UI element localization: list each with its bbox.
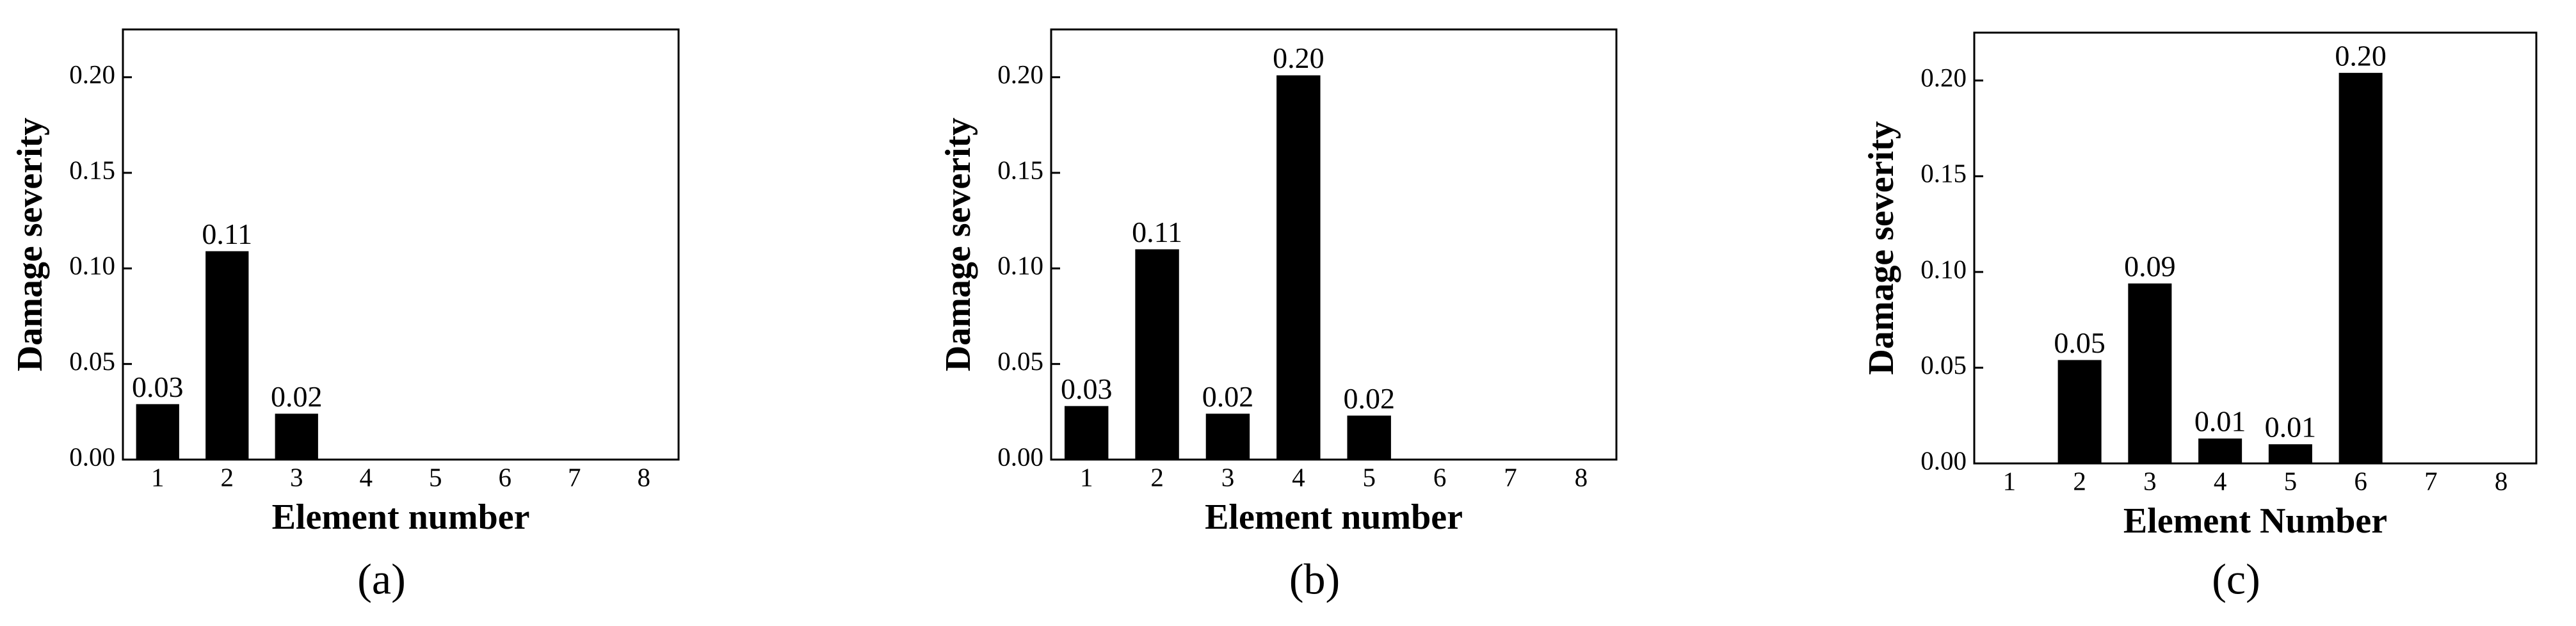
value-label: 0.20 [2335, 39, 2387, 72]
value-label: 0.20 [1273, 42, 1324, 74]
y-tick-label: 0.15 [997, 155, 1043, 184]
bar [1205, 413, 1250, 460]
value-label: 0.02 [1202, 380, 1254, 413]
y-axis-label: Damage severity [938, 118, 978, 372]
value-label: 0.09 [2124, 250, 2176, 282]
value-label: 0.01 [2265, 411, 2317, 444]
x-axis-label: Element number [1205, 497, 1463, 537]
y-tick-label: 0.15 [1920, 159, 1967, 188]
y-axis-label: Damage severity [1862, 121, 1901, 375]
y-tick-label: 0.05 [69, 346, 115, 376]
x-tick-label: 8 [2495, 466, 2508, 495]
x-axis-label: Element number [272, 497, 530, 537]
panel-label: (a) [357, 555, 405, 604]
x-tick-label: 8 [1575, 462, 1588, 492]
y-tick-label: 0.20 [997, 60, 1043, 89]
x-tick-label: 1 [1080, 462, 1093, 492]
value-label: 0.01 [2194, 405, 2246, 438]
y-tick-label: 0.00 [997, 442, 1043, 471]
x-tick-label: 1 [2003, 466, 2017, 495]
panel-label: (c) [2212, 555, 2260, 604]
x-tick-label: 6 [499, 462, 512, 492]
x-tick-label: 4 [1292, 462, 1305, 492]
plot-frame [1050, 28, 1618, 461]
x-tick-label: 6 [1433, 462, 1447, 492]
value-label: 0.02 [1343, 382, 1395, 415]
bar [2268, 444, 2312, 463]
x-tick-label: 4 [2214, 466, 2227, 495]
value-label: 0.03 [132, 371, 184, 403]
x-tick-label: 2 [221, 462, 234, 492]
bar [2128, 283, 2172, 463]
x-tick-label: 2 [2073, 466, 2086, 495]
bar [2057, 360, 2102, 463]
x-tick-label: 3 [2143, 466, 2157, 495]
x-tick-label: 7 [2424, 466, 2438, 495]
bar [2198, 438, 2242, 463]
y-tick-label: 0.05 [1920, 350, 1967, 380]
x-tick-label: 5 [2284, 466, 2298, 495]
y-tick-label: 0.00 [69, 442, 115, 471]
bar [1135, 249, 1179, 460]
x-tick-label: 7 [568, 462, 581, 492]
value-label: 0.11 [202, 218, 252, 250]
x-tick-label: 8 [638, 462, 651, 492]
x-tick-label: 2 [1150, 462, 1164, 492]
x-tick-label: 7 [1504, 462, 1517, 492]
x-axis-label: Element Number [2123, 501, 2387, 541]
value-label: 0.03 [1061, 373, 1113, 405]
bar [1064, 406, 1109, 460]
y-tick-label: 0.20 [1920, 63, 1967, 92]
panel-label: (b) [1289, 555, 1340, 604]
y-tick-label: 0.10 [1920, 254, 1967, 284]
value-label: 0.05 [2054, 326, 2105, 359]
x-tick-label: 4 [360, 462, 373, 492]
x-tick-label: 1 [151, 462, 165, 492]
value-label: 0.11 [1132, 216, 1182, 248]
x-tick-label: 6 [2354, 466, 2367, 495]
x-tick-label: 3 [290, 462, 303, 492]
y-tick-label: 0.10 [997, 251, 1043, 280]
y-tick-label: 0.20 [69, 60, 115, 89]
plot-frame [122, 28, 680, 461]
y-tick-label: 0.05 [997, 346, 1043, 376]
bar [205, 251, 249, 460]
x-tick-label: 5 [429, 462, 442, 492]
bar [275, 413, 318, 460]
bar [1276, 75, 1321, 460]
bar [2339, 72, 2383, 463]
x-tick-label: 3 [1221, 462, 1235, 492]
x-tick-label: 5 [1362, 462, 1376, 492]
plot-frame [1973, 31, 2538, 465]
bar [1347, 415, 1391, 460]
value-label: 0.02 [271, 380, 323, 413]
y-tick-label: 0.15 [69, 155, 115, 184]
y-axis-label: Damage severity [10, 118, 50, 372]
bar [136, 404, 179, 460]
y-tick-label: 0.10 [69, 251, 115, 280]
y-tick-label: 0.00 [1920, 445, 1967, 475]
